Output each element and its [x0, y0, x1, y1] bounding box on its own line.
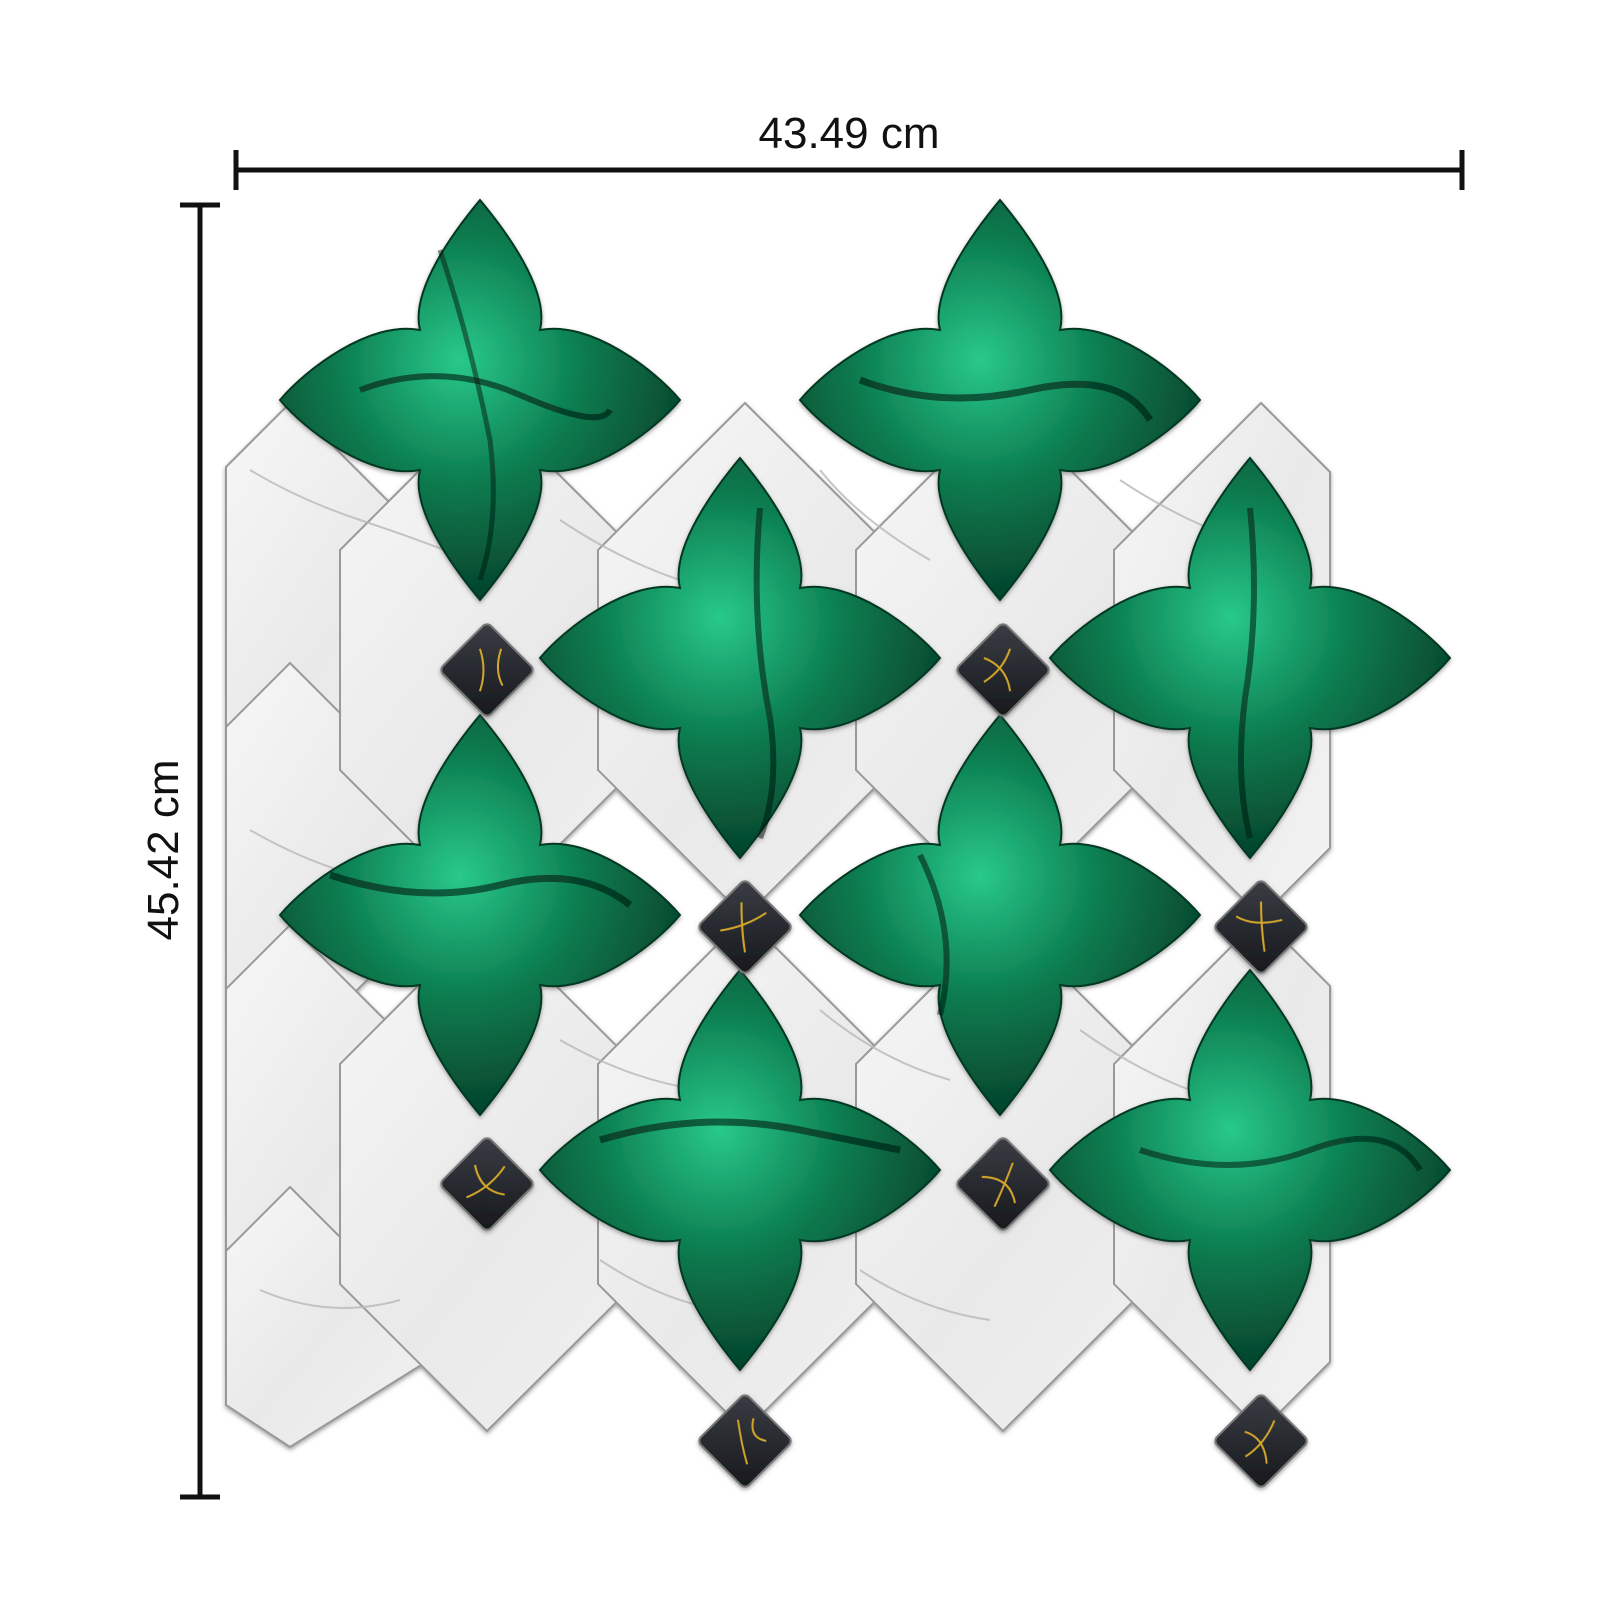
black-marble-dot — [697, 1393, 793, 1489]
width-label: 43.49 cm — [759, 109, 940, 158]
height-dimension: 45.42 cm — [139, 205, 220, 1497]
width-dimension: 43.49 cm — [236, 109, 1462, 190]
black-marble-dot — [1213, 1393, 1309, 1489]
height-label: 45.42 cm — [139, 760, 188, 941]
